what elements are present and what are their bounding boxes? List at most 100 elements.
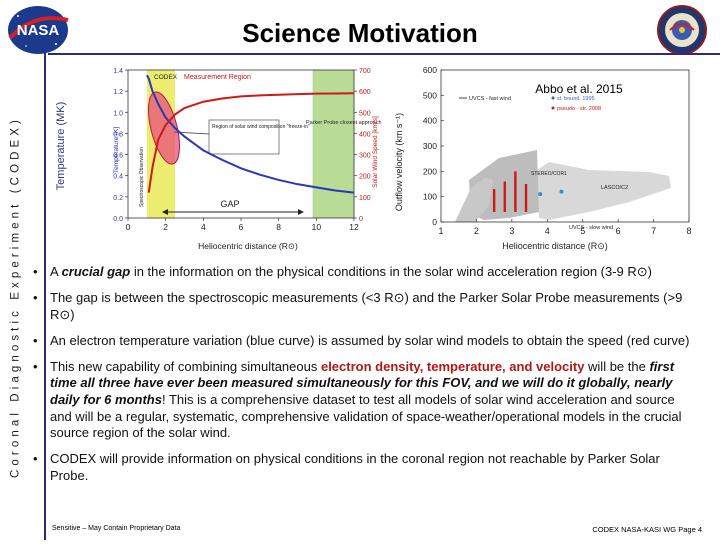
- nasa-logo-text: NASA: [17, 22, 60, 39]
- left-figure: Region of solar wind composition "freeze…: [54, 62, 384, 252]
- bullet-list: A crucial gap in the information on the …: [30, 264, 695, 494]
- x-tick-label: 2: [474, 226, 479, 236]
- y2-tick-label: 600: [359, 89, 371, 96]
- y-tick-label: 0.0: [113, 216, 123, 223]
- bullet-text: crucial gap: [61, 264, 131, 279]
- bullet-item: A crucial gap in the information on the …: [30, 264, 695, 281]
- x-tick-label: 0: [126, 222, 131, 232]
- bullet-text: A: [50, 264, 62, 279]
- bullet-text: CODEX will provide information on physic…: [50, 451, 660, 483]
- x-tick-label: 3: [509, 226, 514, 236]
- y-tick-label: 100: [423, 192, 437, 202]
- side-label: Coronal Diagnostic Experiment (CODEX): [9, 116, 22, 478]
- freeze-in-label: Region of solar wind composition "freeze…: [212, 124, 310, 130]
- slide-title: Science Motivation: [242, 18, 478, 48]
- pseudo-streamer-point: [514, 171, 517, 212]
- lasco-label: LASCO/C2: [601, 185, 628, 191]
- temperature-curve: [145, 74, 355, 194]
- pseudo-streamer-point: [503, 181, 506, 212]
- y2-tick-label: 700: [359, 68, 371, 75]
- bullet-item: This new capability of combining simulta…: [30, 359, 695, 442]
- right-y-axis-label: Outflow velocity (km s⁻¹): [394, 113, 404, 211]
- x-tick-label: 1: [438, 226, 443, 236]
- x-tick-label: 4: [545, 226, 550, 236]
- legend-fast: UVCS - fast wind: [469, 96, 511, 102]
- x-tick-label: 4: [201, 222, 206, 232]
- y-tick-label: 1.4: [113, 68, 123, 75]
- outflow-velocity-chart: STEREO/COR1 LASCO/C2 1 2 3 4 5 6 7 8 0 100 200 300 4…: [394, 65, 692, 251]
- y-tick-label: 0.2: [113, 195, 123, 202]
- lasco-band: [537, 162, 671, 220]
- legend-swatch-bound: [551, 96, 555, 100]
- uvcs-fast-band: [455, 178, 493, 222]
- bullet-text: An electron temperature variation (blue …: [50, 332, 690, 348]
- y-tick-label: 0.4: [113, 174, 123, 181]
- speed-curve: [147, 92, 355, 193]
- right-legend: UVCS - fast wind sl. bound. 1995 pseudo …: [459, 96, 613, 231]
- footer-left: Sensitive – May Contain Proprietary Data: [52, 525, 181, 532]
- x-tick-label: 6: [616, 226, 621, 236]
- y-tick-label: 0.8: [113, 131, 123, 138]
- gap-arrow-head-right: [298, 209, 304, 215]
- pseudo-streamer-point: [492, 189, 496, 212]
- legend-bound: sl. bound. 1995: [557, 96, 595, 102]
- bullet-text: will be the: [584, 358, 650, 374]
- bullet-item: An electron temperature variation (blue …: [30, 333, 695, 350]
- slow-wind-point: [538, 192, 543, 197]
- footer-right: CODEX NASA-KASI WG Page 4: [592, 525, 702, 534]
- x-tick-label: 6: [239, 222, 244, 232]
- bullet-item: The gap is between the spectroscopic mea…: [30, 290, 695, 323]
- codex-region-label: CODEX: [154, 74, 178, 81]
- x-tick-label: 12: [349, 222, 359, 232]
- bullet-text: first time all three have ever been meas…: [50, 358, 675, 408]
- parker-label: Parker Probe closest approach: [306, 120, 382, 126]
- y-tick-label: 0.6: [113, 153, 123, 160]
- y-tick-label: 1.0: [113, 110, 123, 117]
- y2-tick-label: 400: [359, 131, 371, 138]
- x-tick-label: 8: [276, 222, 281, 232]
- freeze-in-box: [208, 119, 280, 155]
- stereo-label: STEREO/COR1: [531, 171, 567, 177]
- bullet-text: in the information on the physical condi…: [130, 264, 652, 279]
- measurement-region-label: Measurement Region: [184, 74, 251, 81]
- y-tick-label: 400: [423, 116, 437, 126]
- y2-tick-label: 200: [359, 174, 371, 181]
- left-y-inner-label: Temperature [K]: [113, 127, 120, 173]
- x-tick-label: 2: [163, 222, 168, 232]
- x-tick-label: 8: [686, 226, 691, 236]
- bullet-item: CODEX will provide information on physic…: [30, 451, 695, 484]
- x-tick-label: 7: [651, 226, 656, 236]
- bullet-text: The gap is between the spectroscopic mea…: [50, 290, 683, 322]
- temperature-overlay-text: Temperature (MK): [55, 101, 67, 191]
- left-x-axis-label: Heliocentric distance (R⊙): [198, 241, 298, 251]
- gap-arrow-head-left: [162, 209, 168, 215]
- y-tick-label: 600: [423, 65, 437, 75]
- y2-tick-label: 500: [359, 110, 371, 117]
- nasa-logo: NASA: [4, 4, 72, 56]
- left-y2-axis-label: Solar Wind Speed [km/s]: [372, 116, 379, 188]
- partner-seal-icon: [656, 4, 708, 56]
- bullet-text: This new capability of combining simulta…: [50, 358, 321, 374]
- spectroscopic-label: Spectroscopic Observation: [139, 147, 145, 207]
- x-tick-label: 10: [312, 222, 322, 232]
- slow-wind-point: [559, 189, 564, 194]
- y-tick-label: 500: [423, 90, 437, 100]
- y-tick-label: 300: [423, 141, 437, 151]
- x-tick-label: 5: [580, 226, 585, 236]
- bullet-text: ! This is a comprehensive dataset to tes…: [50, 392, 682, 441]
- title-divider: [48, 53, 720, 55]
- y2-tick-label: 300: [359, 153, 371, 160]
- parker-region-band: [312, 70, 354, 218]
- y-tick-label: 200: [423, 166, 437, 176]
- gap-label: GAP: [220, 199, 239, 209]
- y2-tick-label: 0: [359, 216, 363, 223]
- pseudo-streamer-point: [524, 184, 528, 212]
- right-figure: STEREO/COR1 LASCO/C2 1 2 3 4 5 6 7 8 0 100 200 300 4…: [389, 62, 713, 252]
- legend-swatch-pseudo: [551, 106, 555, 110]
- right-x-axis-label: Heliocentric distance (R⊙): [502, 241, 608, 251]
- legend-pseudo: pseudo - str. 2008: [557, 106, 601, 112]
- y-tick-label: 0: [432, 217, 437, 227]
- temperature-speed-chart: Region of solar wind composition "freeze…: [113, 68, 382, 251]
- citation: Abbo et al. 2015: [535, 82, 623, 96]
- y-tick-label: 1.2: [113, 89, 123, 96]
